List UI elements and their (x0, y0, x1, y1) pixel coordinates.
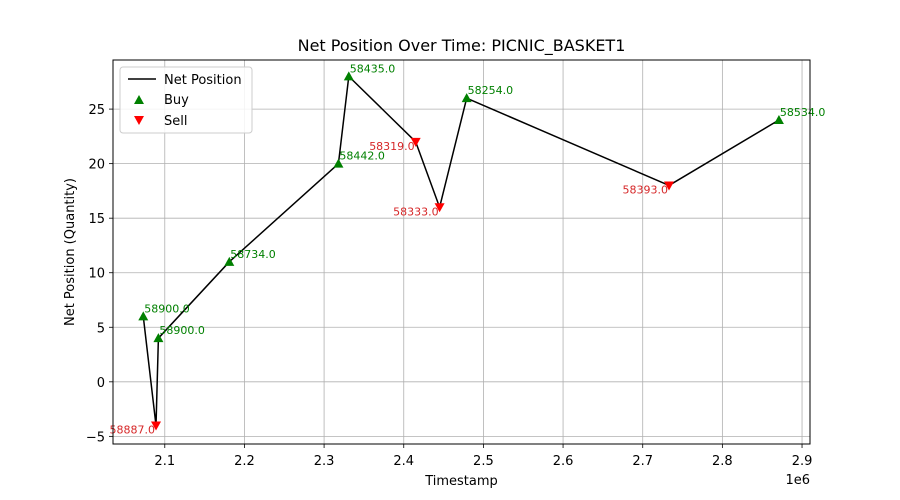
sell-price-label: 58319.0 (369, 140, 415, 153)
buy-marker (461, 93, 472, 103)
x-tick-label: 2.8 (712, 454, 733, 469)
buy-marker (224, 256, 235, 266)
x-tick-label: 2.3 (314, 454, 335, 469)
buy-price-label: 58254.0 (468, 84, 514, 97)
legend-label-net-position: Net Position (164, 73, 242, 88)
buy-marker (343, 71, 354, 81)
buy-price-label: 58435.0 (350, 62, 396, 75)
y-tick-label: −5 (86, 430, 105, 445)
y-tick-label: 20 (88, 158, 105, 173)
legend-box (119, 66, 253, 134)
y-tick-label: 5 (97, 321, 105, 336)
legend-sell-swatch (134, 116, 144, 125)
plot-frame (112, 59, 811, 445)
buy-price-label: 58900.0 (144, 302, 190, 315)
chart-title: Net Position Over Time: PICNIC_BASKET1 (298, 36, 626, 56)
x-tick-label: 2.1 (154, 454, 175, 469)
y-axis-label: Net Position (Quantity) (63, 178, 78, 326)
x-axis-label: Timestamp (424, 474, 498, 489)
y-tick-label: 0 (97, 376, 105, 391)
grid (113, 60, 810, 444)
buy-price-label: 58900.0 (159, 324, 205, 337)
buy-marker (153, 333, 164, 343)
sell-marker (664, 181, 675, 191)
x-tick-label: 2.6 (553, 454, 574, 469)
x-tick-label: 2.2 (234, 454, 255, 469)
buy-price-label: 58442.0 (339, 150, 385, 163)
sell-marker (434, 203, 445, 213)
legend-buy-swatch (134, 95, 144, 104)
y-tick-label: 15 (88, 212, 105, 227)
sell-price-label: 58393.0 (623, 183, 669, 196)
buy-marker (138, 311, 149, 321)
y-tick-label: 25 (88, 103, 105, 118)
sell-price-label: 58887.0 (110, 423, 156, 436)
legend-label-sell: Sell (164, 114, 187, 129)
buy-marker (333, 158, 344, 168)
sell-price-label: 58333.0 (393, 205, 439, 218)
x-axis-multiplier: 1e6 (785, 473, 810, 488)
x-tick-label: 2.7 (632, 454, 653, 469)
x-tick-label: 2.9 (792, 454, 813, 469)
buy-price-label: 58734.0 (230, 248, 276, 261)
axis-ticks: 2.1 2.2 2.3 2.4 2.5 2.6 2.7 2.8 2.9 −5 0 5 10 15 20 25 (86, 103, 813, 469)
y-tick-label: 10 (88, 267, 105, 282)
x-tick-label: 2.4 (393, 454, 414, 469)
x-tick-label: 2.5 (473, 454, 494, 469)
price-annotations: 58900.0 58900.0 58734.0 58442.0 58435.0 58254… (110, 62, 826, 436)
legend-label-buy: Buy (164, 93, 189, 108)
buy-marker (773, 115, 784, 124)
sell-marker (151, 421, 162, 431)
legend: Net Position Buy Sell (119, 66, 253, 134)
sell-marker (410, 137, 421, 147)
trade-markers (138, 71, 784, 431)
buy-price-label: 58534.0 (780, 106, 826, 119)
